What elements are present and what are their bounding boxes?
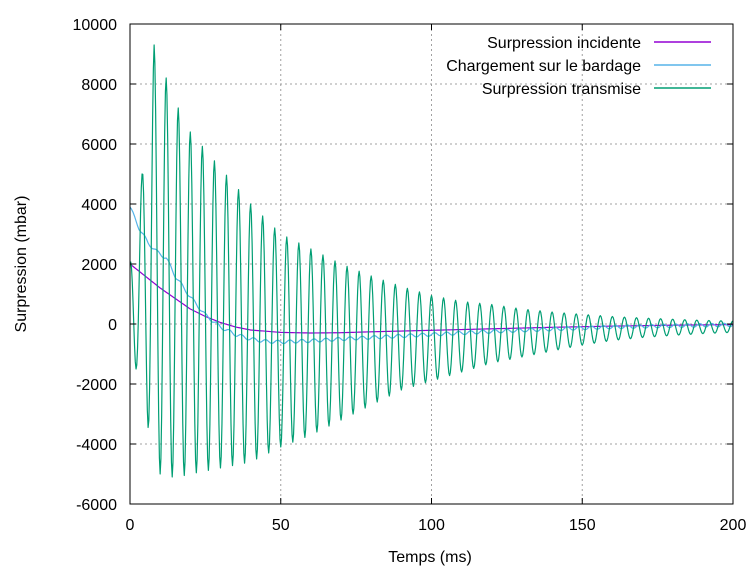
y-tick-label: 4000 [81,197,117,214]
axis-ticks [129,23,734,505]
x-tick-label: 200 [720,517,747,534]
y-tick-label: 2000 [81,257,117,274]
grid [130,24,733,504]
y-tick-label: -2000 [76,377,117,394]
series-line-3 [129,44,734,478]
x-tick-label: 100 [418,517,445,534]
series-line-2 [129,206,734,345]
x-axis-label: Temps (ms) [388,549,472,566]
x-tick-label: 150 [569,517,596,534]
series-layer [129,44,734,478]
y-tick-label: -4000 [76,437,117,454]
series-line-1 [129,263,734,334]
y-axis-label: Surpression (mbar) [13,196,30,333]
y-axis-tick-labels: -6000 -4000 -2000 0 2000 4000 6000 8000 10000 [73,17,118,514]
x-axis-tick-labels: 0 50 100 150 200 [126,517,747,534]
y-tick-label: -6000 [76,497,117,514]
y-tick-label: 0 [108,317,117,334]
y-tick-label: 8000 [81,77,117,94]
legend-label-3: Surpression transmise [482,81,641,98]
x-tick-label: 0 [126,517,135,534]
x-tick-label: 50 [272,517,290,534]
legend-label-2: Chargement sur le bardage [446,58,641,75]
y-tick-label: 10000 [73,17,118,34]
legend-label-1: Surpression incidente [487,35,641,52]
legend: Surpression incidente Chargement sur le b… [446,35,711,98]
y-tick-label: 6000 [81,137,117,154]
